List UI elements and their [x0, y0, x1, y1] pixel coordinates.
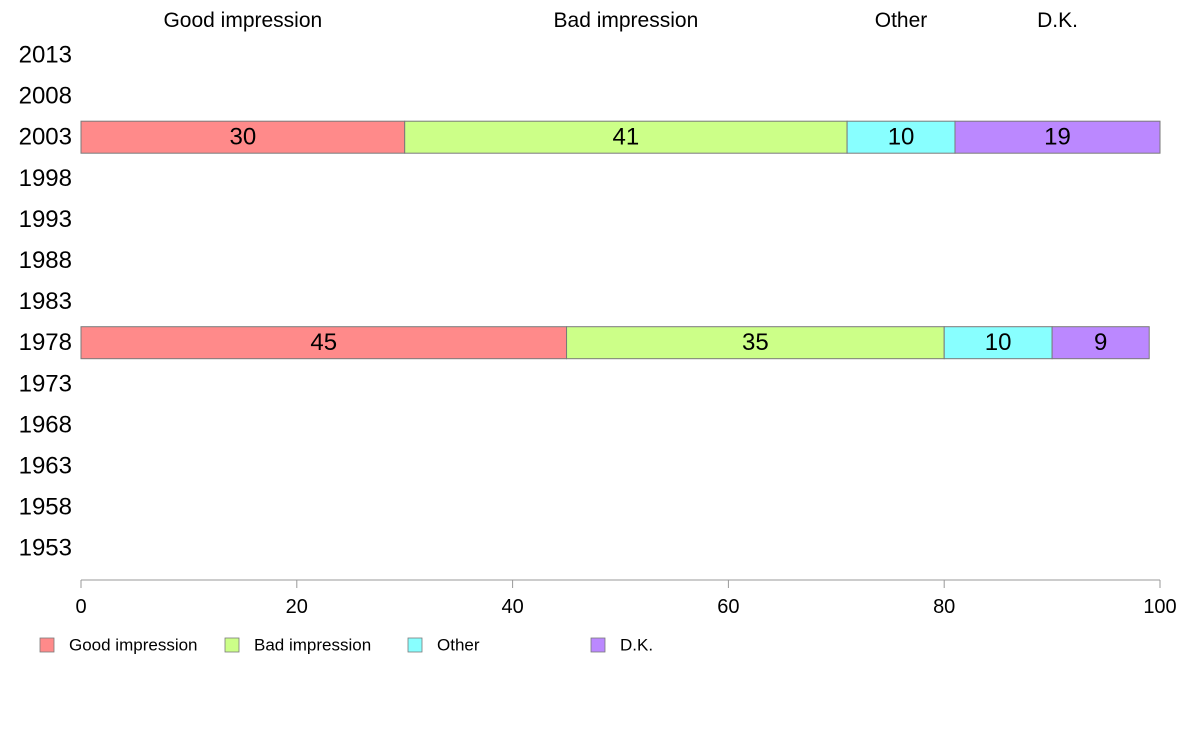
x-axis: 0 20 40 60 80 100 — [75, 579, 1177, 618]
y-tick-label-2008: 2008 — [19, 83, 72, 110]
x-tick-label-40: 40 — [501, 596, 523, 618]
y-tick-label-1973: 1973 — [19, 370, 72, 397]
data-label-1978-bad-impression: 35 — [742, 329, 769, 356]
legend-label-bad-impression: Bad impression — [254, 636, 371, 655]
bar-2003-bad-impression — [404, 120, 848, 154]
y-tick-label-1963: 1963 — [19, 453, 72, 480]
data-label-2003-d-k: 19 — [1044, 124, 1071, 151]
x-tick-label-20: 20 — [286, 596, 308, 618]
bars: 30 41 10 19 45 35 10 9 — [80, 120, 1161, 360]
legend-label-good-impression: Good impression — [69, 636, 198, 655]
data-label-1978-other: 10 — [985, 329, 1012, 356]
data-label-1978-d-k: 9 — [1094, 329, 1107, 356]
bar-2003-good-impression — [80, 120, 406, 154]
data-label-2003-bad-impression: 41 — [613, 124, 640, 151]
bar-2003-d-k — [954, 120, 1161, 154]
y-tick-label-1983: 1983 — [19, 288, 72, 315]
y-axis-labels: 2013 2008 2003 1998 1993 1988 1983 1978 1973 1968… — [19, 42, 72, 562]
column-header-bad-impression: Bad impression — [554, 9, 699, 32]
bar-1978-d-k — [1051, 326, 1150, 360]
y-tick-label-1998: 1998 — [19, 165, 72, 192]
legend-swatch-good-impression — [39, 637, 55, 653]
legend-label-d-k: D.K. — [620, 636, 653, 655]
y-tick-label-1958: 1958 — [19, 494, 72, 521]
legend-swatch-d-k — [590, 637, 606, 653]
x-tick-label-80: 80 — [933, 596, 955, 618]
data-label-2003-other: 10 — [888, 124, 915, 151]
legend-label-other: Other — [437, 636, 480, 655]
x-tick-label-0: 0 — [75, 596, 86, 618]
bar-2003-other — [846, 120, 956, 154]
column-header-good-impression: Good impression — [163, 9, 322, 32]
y-tick-label-1968: 1968 — [19, 411, 72, 438]
y-tick-label-2013: 2013 — [19, 42, 72, 69]
y-tick-label-1978: 1978 — [19, 329, 72, 356]
legend: Good impression Bad impression Other D.K. — [39, 636, 653, 655]
legend-swatch-other — [407, 637, 423, 653]
bar-1978-bad-impression — [566, 326, 945, 360]
x-tick-label-60: 60 — [717, 596, 739, 618]
bar-1978-other — [943, 326, 1053, 360]
column-headers: Good impression Bad impression Other D.K. — [163, 9, 1077, 32]
column-header-d-k: D.K. — [1037, 9, 1078, 32]
bar-1978-good-impression — [80, 326, 568, 360]
data-label-1978-good-impression: 45 — [310, 329, 337, 356]
data-label-2003-good-impression: 30 — [229, 124, 256, 151]
y-tick-label-1993: 1993 — [19, 206, 72, 233]
column-header-other: Other — [875, 9, 928, 32]
legend-swatch-bad-impression — [224, 637, 240, 653]
y-tick-label-2003: 2003 — [19, 124, 72, 151]
y-tick-label-1988: 1988 — [19, 247, 72, 274]
x-tick-label-100: 100 — [1143, 596, 1176, 618]
y-tick-label-1953: 1953 — [19, 535, 72, 562]
